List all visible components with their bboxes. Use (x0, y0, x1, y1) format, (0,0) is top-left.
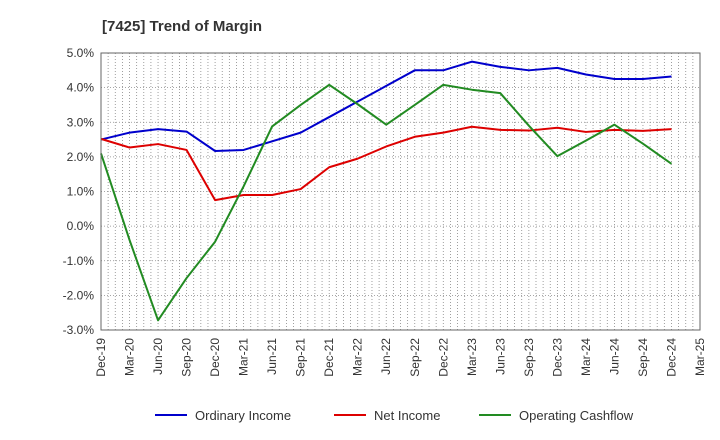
y-tick-label: 2.0% (67, 150, 95, 164)
x-tick-label: Mar-24 (579, 338, 593, 376)
series-line-operating-cashflow (100, 83, 673, 322)
series-line-net-income (100, 125, 672, 202)
x-tick-label: Dec-22 (436, 338, 450, 377)
chart-title: [7425] Trend of Margin (102, 18, 262, 35)
y-tick-label: -1.0% (63, 254, 95, 268)
legend: Ordinary Income Net Income Operating Cashf… (155, 408, 634, 423)
x-tick-label: Jun-24 (607, 338, 621, 375)
plot-border (100, 52, 701, 331)
y-tick-label: 0.0% (67, 219, 95, 233)
x-tick-label: Sep-23 (522, 338, 536, 377)
x-tick-label: Dec-20 (208, 338, 222, 377)
x-tick-label: Sep-21 (294, 338, 308, 377)
x-tick-label: Dec-21 (322, 338, 336, 377)
y-tick-label: 4.0% (67, 81, 95, 95)
y-tick-label: -2.0% (63, 288, 95, 302)
x-tick-label: Sep-24 (636, 338, 650, 377)
x-tick-label: Mar-25 (693, 338, 707, 376)
x-tick-label: Jun-21 (265, 338, 279, 375)
x-tick-label: Sep-22 (408, 338, 422, 377)
x-tick-label: Dec-19 (94, 338, 108, 377)
x-tick-label: Dec-23 (550, 338, 564, 377)
y-tick-label: 1.0% (67, 185, 95, 199)
grid-lines (100, 52, 701, 331)
y-tick-label: 3.0% (67, 115, 95, 129)
axes: 5.0%4.0%3.0%2.0%1.0%0.0%-1.0%-2.0%-3.0%D… (63, 46, 707, 377)
series-line-ordinary-income (100, 60, 672, 152)
x-tick-label: Jun-22 (379, 338, 393, 375)
x-tick-label: Mar-20 (123, 338, 137, 376)
x-tick-label: Mar-21 (237, 338, 251, 376)
y-tick-label: -3.0% (63, 323, 95, 337)
x-tick-label: Jun-23 (493, 338, 507, 375)
x-tick-label: Mar-23 (465, 338, 479, 376)
legend-label: Ordinary Income (195, 408, 291, 423)
series-lines (100, 60, 673, 322)
x-tick-label: Dec-24 (664, 338, 678, 377)
legend-label: Net Income (374, 408, 440, 423)
x-tick-label: Jun-20 (151, 338, 165, 375)
x-tick-label: Mar-22 (351, 338, 365, 376)
legend-label: Operating Cashflow (519, 408, 634, 423)
x-tick-label: Sep-20 (180, 338, 194, 377)
y-tick-label: 5.0% (67, 46, 95, 60)
